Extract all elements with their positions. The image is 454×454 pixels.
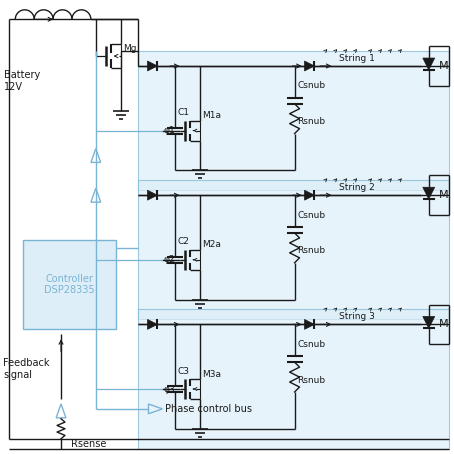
Bar bbox=[138, 180, 449, 320]
Polygon shape bbox=[148, 190, 158, 200]
Text: Phase control bus: Phase control bus bbox=[165, 404, 252, 414]
Text: Csnub: Csnub bbox=[297, 211, 326, 220]
Text: Feedback
signal: Feedback signal bbox=[3, 358, 50, 380]
Polygon shape bbox=[305, 320, 315, 329]
Text: M2a: M2a bbox=[202, 240, 221, 249]
Text: C2: C2 bbox=[178, 237, 189, 247]
Text: String 1: String 1 bbox=[339, 54, 375, 63]
Text: Rsnub: Rsnub bbox=[297, 117, 326, 126]
Polygon shape bbox=[305, 61, 315, 71]
Text: M3a: M3a bbox=[202, 370, 221, 379]
Text: Battery
12V: Battery 12V bbox=[5, 70, 40, 92]
Bar bbox=[138, 51, 449, 190]
Text: M: M bbox=[439, 61, 448, 71]
Text: C3: C3 bbox=[178, 367, 189, 375]
Text: C1: C1 bbox=[178, 108, 189, 117]
Polygon shape bbox=[423, 58, 435, 70]
Text: φ2: φ2 bbox=[164, 255, 175, 264]
Text: Rsnub: Rsnub bbox=[297, 375, 326, 385]
Text: Rsense: Rsense bbox=[71, 439, 106, 449]
Text: Controller
DSP28335: Controller DSP28335 bbox=[44, 274, 95, 296]
Bar bbox=[23, 240, 116, 329]
Text: Csnub: Csnub bbox=[297, 81, 326, 90]
Polygon shape bbox=[305, 190, 315, 200]
Text: String 3: String 3 bbox=[339, 312, 375, 321]
Text: M: M bbox=[439, 320, 448, 330]
Polygon shape bbox=[423, 187, 435, 199]
Text: φ1: φ1 bbox=[163, 126, 175, 135]
Text: M: M bbox=[439, 190, 448, 200]
Text: M1a: M1a bbox=[202, 111, 221, 120]
Text: Rsnub: Rsnub bbox=[297, 247, 326, 255]
Polygon shape bbox=[423, 316, 435, 328]
Text: φ3: φ3 bbox=[163, 385, 175, 394]
Polygon shape bbox=[148, 320, 158, 329]
Polygon shape bbox=[148, 61, 158, 71]
Text: Mg: Mg bbox=[123, 44, 136, 53]
Text: Csnub: Csnub bbox=[297, 340, 326, 349]
Text: String 2: String 2 bbox=[339, 183, 375, 192]
Bar bbox=[138, 310, 449, 449]
